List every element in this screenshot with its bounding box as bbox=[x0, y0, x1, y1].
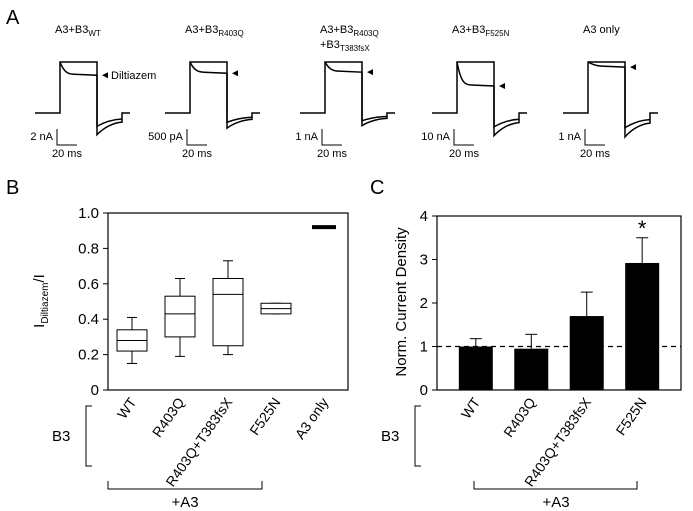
bar-rect bbox=[458, 346, 493, 390]
category-label: WT bbox=[114, 394, 140, 421]
y-tick-label: 0 bbox=[91, 382, 99, 399]
box-4 bbox=[260, 302, 292, 315]
box-3 bbox=[212, 260, 244, 356]
scale-x-label: 20 ms bbox=[449, 148, 479, 160]
boxplot-y-label: IDiltiazem/I bbox=[31, 274, 51, 328]
trace-title: A3 only bbox=[583, 24, 620, 36]
bar-rect bbox=[569, 316, 604, 390]
scale-bar bbox=[584, 129, 605, 146]
trace-title: A3+B3R403Q bbox=[320, 24, 379, 38]
category-label: A3 only bbox=[292, 395, 332, 442]
scale-x-label: 20 ms bbox=[317, 148, 347, 160]
trace-title: A3+B3R403Q bbox=[185, 24, 244, 38]
boxplot-y-ticks: 0 0.2 0.4 0.6 0.8 1.0 bbox=[78, 205, 108, 399]
boxplot-frame bbox=[107, 212, 349, 391]
trace-panel-1: A3+B3WT Diltiazem 2 nA 20 ms bbox=[30, 24, 156, 160]
bar-rect bbox=[625, 262, 660, 390]
bar-4: * bbox=[625, 216, 660, 390]
trace-diltiazem bbox=[189, 61, 253, 124]
scale-y-label: 2 nA bbox=[30, 131, 53, 143]
trace-title: A3+B3F525N bbox=[452, 24, 510, 38]
y-tick-label: 0 bbox=[420, 382, 428, 399]
trace-title: A3+B3WT bbox=[55, 24, 101, 38]
trace-diltiazem bbox=[324, 61, 388, 122]
trace-diltiazem bbox=[456, 61, 520, 129]
trace-control bbox=[563, 61, 658, 139]
bar-1 bbox=[458, 338, 493, 390]
significance-marker: * bbox=[638, 216, 647, 241]
box-1 bbox=[116, 316, 148, 364]
bar-group-label: B3 bbox=[381, 428, 399, 445]
y-tick-label: 0.6 bbox=[78, 276, 99, 293]
scale-bar bbox=[321, 129, 342, 146]
boxplot-a3-bracket bbox=[107, 481, 263, 490]
trace-panel-2: A3+B3R403Q 500 pA 20 ms bbox=[148, 24, 260, 160]
trace-diltiazem bbox=[587, 61, 651, 129]
y-tick-label: 3 bbox=[420, 252, 428, 269]
y-tick-label: 1.0 bbox=[78, 205, 99, 222]
trace-panel-4: A3+B3F525N 10 nA 20 ms bbox=[421, 24, 527, 160]
y-tick-label: 0.2 bbox=[78, 347, 99, 364]
category-label: F525N bbox=[246, 395, 283, 439]
bar-2 bbox=[514, 333, 549, 390]
scale-x-label: 20 ms bbox=[52, 148, 82, 160]
bar-group-bracket bbox=[414, 405, 421, 467]
y-tick-label: 0.8 bbox=[78, 240, 99, 257]
trace-control bbox=[165, 61, 260, 130]
bar-3 bbox=[569, 291, 604, 390]
y-tick-label: 4 bbox=[420, 208, 428, 225]
diltiazem-arrow-icon bbox=[102, 72, 108, 79]
boxplot-group-label: B3 bbox=[52, 428, 70, 445]
trace-title-line2: +B3T383fsX bbox=[320, 39, 370, 53]
trace-control bbox=[300, 61, 395, 127]
panel-b-label: B bbox=[6, 177, 19, 199]
panel-a-label: A bbox=[6, 7, 20, 29]
bar-rect bbox=[514, 348, 549, 390]
scale-x-label: 20 ms bbox=[182, 148, 212, 160]
box-body bbox=[212, 277, 244, 347]
current-traces: A3+B3WT Diltiazem 2 nA 20 ms A3+B3R403Q 500 p… bbox=[30, 24, 658, 160]
bar-y-ticks: 0 1 2 3 4 bbox=[420, 208, 437, 399]
y-tick-label: 0.4 bbox=[78, 311, 99, 328]
category-label: R403Q bbox=[149, 394, 188, 440]
scale-bar bbox=[453, 129, 474, 146]
category-label: R403Q bbox=[500, 394, 539, 440]
trace-control bbox=[35, 61, 130, 137]
boxplot-group-bracket bbox=[85, 405, 92, 467]
trace-panel-5: A3 only 1 nA 20 ms bbox=[558, 24, 658, 160]
diltiazem-annotation: Diltiazem bbox=[111, 70, 156, 82]
box-body bbox=[164, 295, 196, 338]
scale-bar bbox=[186, 129, 207, 146]
bar-y-label: Norm. Current Density bbox=[393, 227, 410, 377]
category-label: F525N bbox=[612, 395, 649, 439]
scale-y-label: 1 nA bbox=[558, 131, 581, 143]
scale-x-label: 20 ms bbox=[580, 148, 610, 160]
diltiazem-arrow-icon bbox=[630, 64, 636, 71]
scale-y-label: 500 pA bbox=[148, 131, 184, 143]
boxplot-boxes bbox=[116, 225, 336, 364]
diltiazem-arrow-icon bbox=[499, 82, 505, 89]
trace-control bbox=[432, 61, 527, 138]
box-2 bbox=[164, 277, 196, 357]
scale-y-label: 10 nA bbox=[421, 131, 450, 143]
y-tick-label: 2 bbox=[420, 295, 428, 312]
bar-bracket-label: +A3 bbox=[542, 494, 569, 511]
bar-series: * bbox=[437, 216, 681, 390]
scale-y-label: 1 nA bbox=[295, 131, 318, 143]
scale-bar bbox=[56, 129, 77, 146]
trace-diltiazem bbox=[59, 61, 123, 128]
boxplot-bracket-label: +A3 bbox=[171, 494, 198, 511]
diltiazem-arrow-icon bbox=[232, 70, 238, 77]
bar-a3-bracket bbox=[473, 481, 638, 490]
diltiazem-arrow-icon bbox=[367, 69, 373, 76]
panel-c-label: C bbox=[370, 177, 384, 199]
trace-panel-3: A3+B3R403Q+B3T383fsX 1 nA 20 ms bbox=[295, 24, 395, 160]
y-tick-label: 1 bbox=[420, 339, 428, 356]
category-label: WT bbox=[458, 394, 484, 421]
